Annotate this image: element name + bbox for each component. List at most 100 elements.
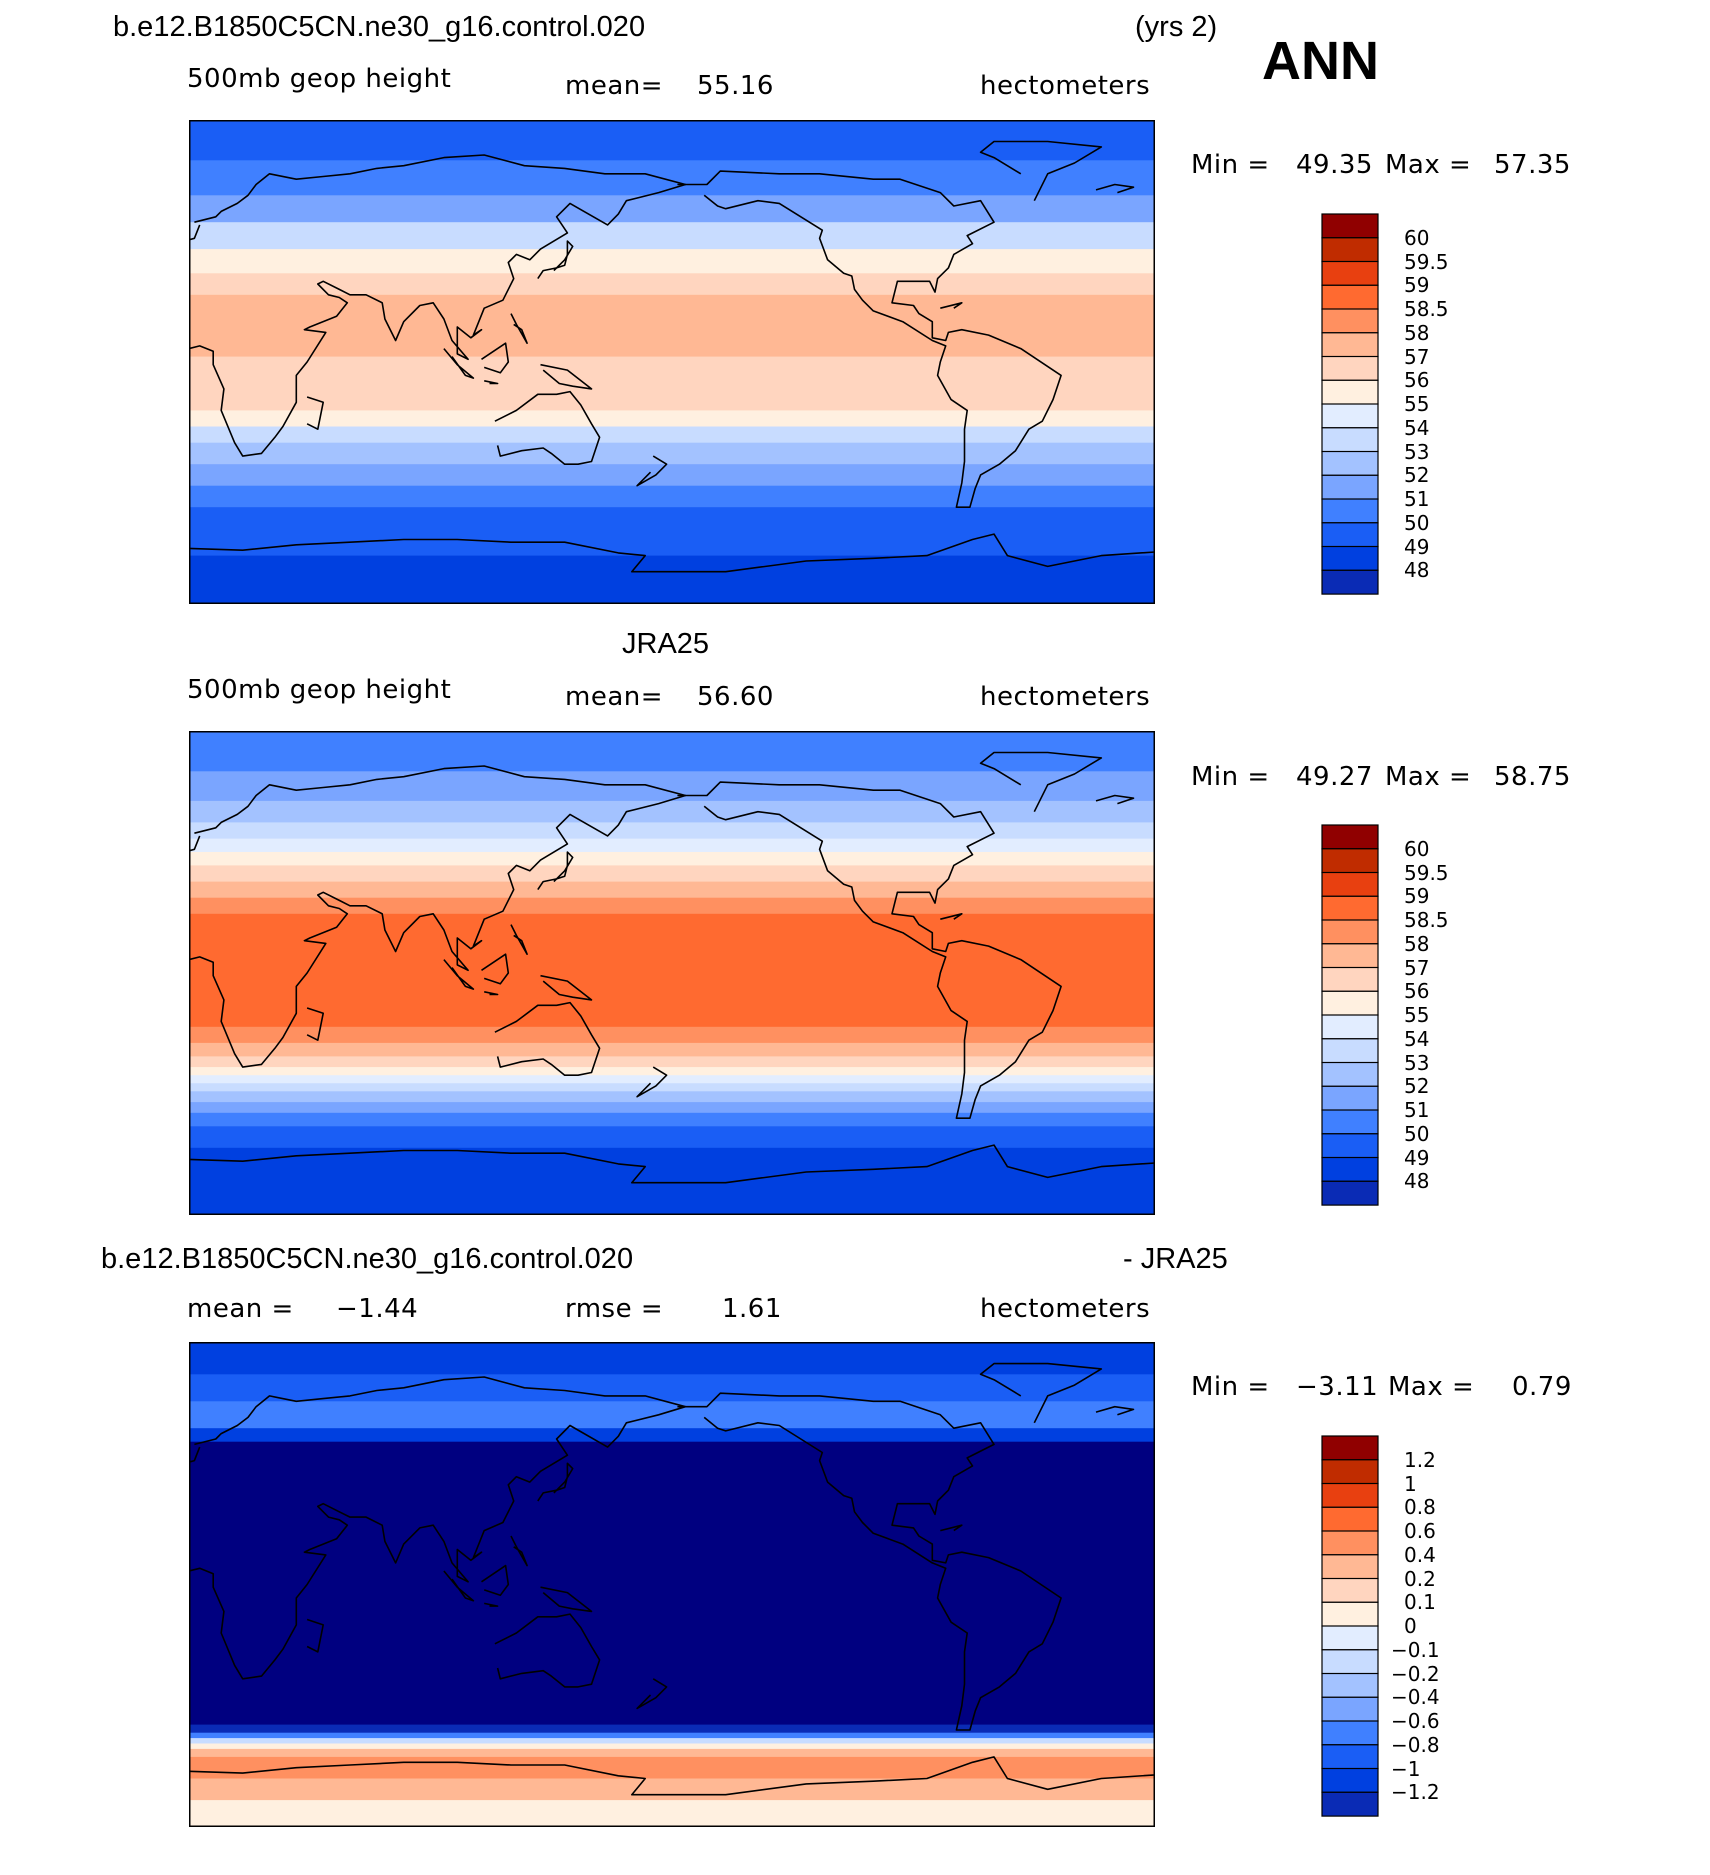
contour-band [189,852,1155,866]
colorbar-swatch [1321,1696,1379,1722]
colorbar-swatch [1321,1482,1379,1508]
coastline [940,1524,963,1532]
contour-band [189,426,1155,444]
diff-heading-right: - JRA25 [1123,1243,1228,1275]
contour-band [189,1724,1155,1734]
min-label: Min = [1191,1372,1270,1402]
contour-band [189,1112,1155,1127]
contour-band [189,120,1155,161]
rmse-label: rmse = [565,1294,664,1324]
colorbar-swatch [1321,569,1379,595]
max-value: 57.35 [1494,150,1571,180]
contour-band [189,1441,1155,1726]
contour-band [189,464,1155,487]
colorbar-tick-label: 51 [1404,487,1430,511]
contour-band [189,195,1155,223]
contour-band [189,356,1155,411]
coastline [540,363,593,390]
min-value: −3.11 [1296,1372,1379,1402]
colorbar-swatch [1321,871,1379,897]
colorbar-tick-label: 50 [1404,1121,1430,1146]
contour-band [189,1180,1155,1215]
colorbar-swatch [1321,1672,1379,1698]
contour-band [189,731,1155,772]
colorbar-swatch [1321,403,1379,429]
colorbar-swatch [1321,1014,1379,1040]
colorbar-tick-label: 48 [1404,558,1430,583]
coastline [540,974,593,1001]
coastline [537,1462,574,1502]
coastline [481,342,510,374]
contour-band [189,273,1155,296]
contour-band [189,1126,1155,1149]
contour-band [189,222,1155,250]
colorbar-swatch [1321,1133,1379,1159]
min-label: Min = [1191,762,1270,792]
min-value: 49.35 [1296,150,1373,180]
contour-band [189,1083,1155,1092]
years-label: (yrs 2) [1135,11,1218,43]
contour-band [189,913,1155,1028]
contour-band [189,1428,1155,1443]
contour-band [189,1748,1155,1758]
map-frame [189,1342,1155,1827]
colorbar-swatch [1321,260,1379,286]
max-label: Max = [1388,1372,1475,1402]
colorbar-tick-label: 0 [1404,1614,1417,1638]
coastline [189,1376,687,1680]
coastline [1095,1405,1135,1416]
contour-band [189,897,1155,915]
colorbar-tick-label: −1 [1391,1756,1421,1781]
contour-band [189,1056,1155,1068]
mean-label: mean= [565,71,664,101]
colorbar-tick-label: 60 [1404,836,1430,861]
contour-band [189,1026,1155,1044]
coastline [306,396,324,431]
map-frame [189,731,1155,1215]
colorbar-swatch [1321,1577,1379,1603]
coastline [537,240,574,280]
coastline [540,1586,593,1613]
colorbar-tick-label: 59 [1404,884,1430,909]
colorbar-swatch [1321,1156,1379,1182]
colorbar-swatch [1321,895,1379,921]
colorbar-tick-label: 53 [1404,439,1430,464]
mean-label: mean= [565,682,664,712]
colorbar-swatch [1321,1459,1379,1485]
contour-band [189,1342,1155,1375]
coastline [306,1007,324,1042]
coastline [189,835,201,869]
coastline [189,1446,201,1480]
coastline [189,224,201,258]
colorbar-tick-label: 53 [1404,1050,1430,1075]
colorbar-swatch [1321,919,1379,945]
colorbar-tick-label: −0.6 [1391,1709,1440,1733]
contour-band [189,1738,1155,1745]
coastline [636,1678,668,1710]
colorbar-swatch [1321,284,1379,310]
coastline [189,765,687,1068]
contour-band [189,1042,1155,1057]
colorbar-swatch [1321,474,1379,500]
colorbar-tick-label: 49 [1404,534,1430,559]
colorbar-tick-label: 1 [1404,1471,1417,1496]
colorbar-tick-label: 59.5 [1404,860,1449,885]
colorbar-tick-label: 52 [1404,463,1430,488]
colorbar-swatch [1321,1625,1379,1651]
min-label: Min = [1191,150,1270,180]
contour-band [189,555,1155,604]
colorbar-tick-label: 1.2 [1404,1447,1436,1472]
colorbar-swatch [1321,966,1379,992]
units-label: hectometers [980,71,1151,101]
contour-band [189,1147,1155,1181]
coastline [979,140,1103,202]
coastline [494,1001,601,1077]
colorbar-swatch [1321,1767,1379,1793]
colorbar-swatch [1321,1554,1379,1580]
colorbar-tick-label: 57 [1404,344,1430,369]
colorbar-swatch [1321,237,1379,263]
colorbar-tick-label: 58.5 [1404,908,1449,932]
colorbar-tick-label: 52 [1404,1074,1430,1099]
coastline [510,924,528,955]
colorbar-swatch [1321,1530,1379,1556]
